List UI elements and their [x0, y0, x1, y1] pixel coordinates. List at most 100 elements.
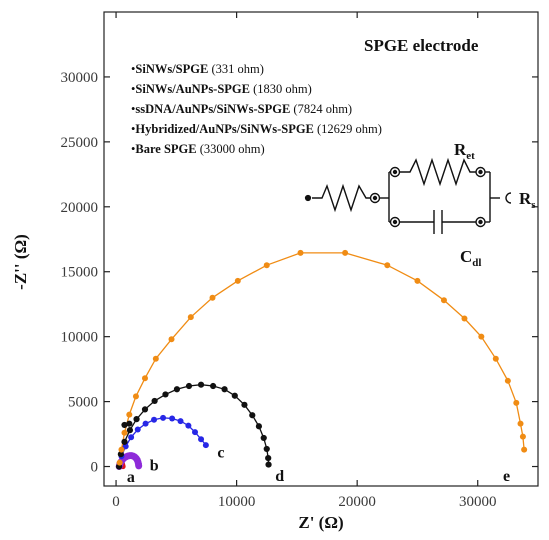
axis-ticks: 0 10000 20000 30000 0 5000 10000 15000 20000 2500…: [61, 12, 538, 510]
y-tick-label: 15000: [61, 265, 99, 281]
data-point-e: [461, 315, 468, 322]
data-point-d: [117, 451, 124, 458]
data-point-d: [151, 397, 158, 405]
data-point-d: [263, 445, 270, 453]
data-point-e: [209, 294, 216, 301]
legend-item: •Bare SPGE (33000 ohm): [131, 142, 265, 156]
legend-item: •SiNWs/AuNPs-SPGE (1830 ohm): [131, 82, 312, 96]
data-point-d: [197, 381, 205, 388]
data-point-d: [241, 401, 248, 408]
data-point-e: [478, 333, 485, 340]
circuit-node-dot: [392, 169, 398, 175]
y-tick-label: 5000: [68, 395, 98, 411]
data-point-d: [255, 423, 263, 430]
x-axis-title: Z' (Ω): [298, 513, 343, 532]
legend-item: •SiNWs/SPGE (331 ohm): [131, 62, 264, 76]
x-tick-label: 0: [112, 494, 120, 510]
data-point-e: [126, 411, 133, 418]
data-point-b: [135, 462, 143, 470]
legend: •SiNWs/SPGE (331 ohm) •SiNWs/AuNPs-SPGE …: [131, 62, 382, 156]
data-point-e: [141, 375, 148, 382]
ret-label: Ret: [454, 140, 475, 162]
curve-label-c: c: [217, 444, 224, 461]
data-point-c: [151, 416, 158, 423]
y-tick-label: 30000: [61, 70, 99, 86]
data-point-d: [121, 438, 128, 445]
data-point-d: [231, 392, 238, 399]
data-point-e: [187, 314, 194, 321]
data-point-c: [142, 420, 149, 427]
series-lines: [117, 252, 525, 467]
y-tick-label: 0: [91, 460, 99, 476]
circuit-terminal: [304, 194, 312, 202]
chart-title: SPGE electrode: [364, 36, 479, 55]
data-point-e: [504, 377, 511, 384]
data-point-c: [169, 415, 176, 422]
data-point-d: [185, 382, 193, 390]
x-tick-label: 10000: [218, 494, 256, 510]
data-point-e: [517, 420, 524, 427]
data-point-e: [297, 249, 304, 256]
equivalent-circuit-diagram: [304, 157, 512, 234]
circuit-node-dot: [372, 195, 378, 201]
y-axis-title: -Z'' (Ω): [11, 234, 30, 290]
data-point-d: [210, 382, 217, 390]
data-point-d: [265, 454, 272, 462]
data-point-c: [198, 436, 205, 443]
data-point-c: [134, 426, 141, 433]
data-point-e: [118, 446, 125, 453]
data-point-d: [221, 386, 228, 393]
data-point-e: [116, 459, 123, 466]
data-point-e: [152, 355, 159, 362]
legend-item: •ssDNA/AuNPs/SiNWs-SPGE (7824 ohm): [131, 102, 352, 116]
data-point-e: [384, 262, 391, 269]
circuit-node-dot: [478, 169, 483, 175]
circuit-node-dot: [478, 219, 483, 225]
x-tick-label: 30000: [459, 494, 497, 510]
data-point-c: [192, 429, 199, 436]
data-point-d: [265, 461, 272, 468]
plot-area: [103, 11, 539, 487]
data-point-d: [121, 421, 128, 429]
legend-item: •Hybridized/AuNPs/SiNWs-SPGE (12629 ohm): [131, 122, 382, 136]
data-point-e: [519, 433, 526, 440]
data-point-e: [513, 399, 520, 406]
cdl-label: Cdl: [460, 247, 481, 269]
data-point-c: [160, 414, 167, 421]
curve-label-a: a: [127, 469, 135, 486]
data-point-d: [133, 416, 140, 423]
series-line-d: [118, 384, 270, 467]
data-point-e: [492, 355, 499, 362]
data-point-d: [126, 427, 134, 434]
data-point-d: [249, 412, 256, 419]
y-tick-label: 20000: [61, 200, 99, 216]
data-point-c: [177, 418, 184, 425]
resistor-ret-zigzag: [399, 157, 476, 187]
resistor-rs-zigzag: [312, 183, 371, 213]
data-point-e: [132, 393, 139, 400]
data-point-d: [162, 391, 169, 398]
data-point-d: [141, 406, 149, 413]
data-point-e: [521, 446, 528, 453]
curve-label-d: d: [275, 468, 284, 485]
curve-label-b: b: [150, 457, 159, 474]
y-tick-label: 10000: [61, 330, 99, 346]
y-tick-label: 25000: [61, 135, 99, 151]
data-point-d: [126, 420, 133, 427]
data-point-e: [342, 249, 349, 256]
curve-label-e: e: [503, 468, 510, 485]
data-point-c: [202, 442, 209, 449]
data-point-c: [128, 434, 135, 441]
data-point-d: [260, 434, 267, 442]
x-tick-label: 20000: [338, 494, 376, 510]
curve-labels: ab c d e: [127, 444, 510, 486]
data-point-e: [234, 277, 241, 284]
data-point-e: [263, 262, 270, 269]
data-point-e: [121, 429, 128, 436]
series-points: [115, 249, 528, 471]
data-point-e: [168, 336, 175, 343]
series-line-e: [119, 252, 525, 463]
data-point-e: [440, 297, 447, 304]
circuit-node-dot: [392, 219, 398, 225]
